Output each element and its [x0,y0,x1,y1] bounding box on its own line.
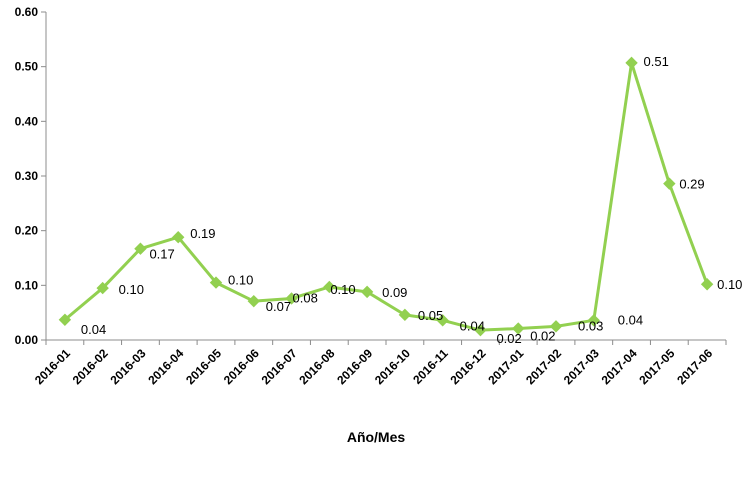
y-tick-label: 0.60 [15,5,39,19]
data-label: 0.07 [266,299,291,314]
x-tick-label: 2016-04 [145,346,186,387]
x-tick-label: 2017-03 [561,346,602,387]
y-tick-label: 0.40 [15,114,39,128]
y-tick-label: 0.00 [15,333,39,347]
data-label: 0.51 [644,54,669,69]
data-label: 0.04 [460,318,485,333]
x-tick-label: 2016-10 [372,346,413,387]
x-tick-label: 2016-05 [183,346,224,387]
data-point [172,231,185,244]
data-point [247,294,260,308]
data-point [663,177,676,190]
data-label: 0.05 [418,308,443,323]
series-markers [58,56,714,337]
x-tick-label: 2017-02 [523,346,564,387]
x-axis-ticks: 2016-012016-022016-032016-042016-052016-… [32,340,727,387]
x-axis-title: Año/Mes [347,429,406,445]
data-point [398,308,412,322]
series-line [63,61,709,332]
data-point [96,281,109,295]
data-point [474,323,487,337]
data-point [549,320,563,333]
data-point [512,322,525,335]
data-label: 0.10 [119,282,144,297]
data-label: 0.10 [330,282,355,297]
data-point [700,278,714,291]
data-point [587,314,600,327]
data-point [134,242,147,255]
y-tick-label: 0.10 [15,278,39,292]
x-tick-label: 2017-05 [636,346,677,387]
data-label: 0.17 [149,247,174,262]
y-tick-label: 0.50 [15,60,39,74]
x-tick-label: 2017-04 [599,346,640,387]
x-tick-label: 2016-08 [296,346,337,387]
data-point [436,314,449,327]
x-tick-label: 2016-09 [334,346,375,387]
y-tick-label: 0.20 [15,224,39,238]
data-label: 0.10 [717,277,742,292]
data-point [58,313,72,326]
data-label: 0.03 [578,318,603,333]
data-point [209,276,223,289]
data-label: 0.04 [618,312,643,327]
x-tick-label: 2016-07 [259,346,300,387]
x-tick-label: 2017-06 [674,346,715,387]
data-label: 0.04 [81,322,106,337]
data-label: 0.29 [679,177,704,192]
data-point [285,292,298,305]
data-label: 0.02 [496,331,521,346]
x-tick-label: 2016-02 [70,346,111,387]
data-point [360,285,374,299]
x-tick-label: 2016-11 [410,346,451,387]
data-label: 0.10 [228,273,253,288]
data-labels: 0.04 0.10 0.17 0.19 0.10 0.070.08 0.10 0.09 0.05… [81,54,743,346]
data-point [323,280,336,294]
x-tick-label: 2016-03 [108,346,149,387]
data-label: 0.02 [530,329,555,344]
data-point [625,56,638,70]
y-axis-ticks: 0.00 0.10 0.20 0.30 0.40 0.50 0.60 [15,5,46,347]
data-label: 0.08 [293,290,318,305]
x-tick-label: 2017-01 [485,346,526,387]
x-tick-label: 2016-06 [221,346,262,387]
data-label: 0.09 [382,285,407,300]
x-tick-label: 2016-12 [448,346,489,387]
data-label: 0.19 [190,226,215,241]
x-tick-label: 2016-01 [32,346,73,387]
y-tick-label: 0.30 [15,169,39,183]
